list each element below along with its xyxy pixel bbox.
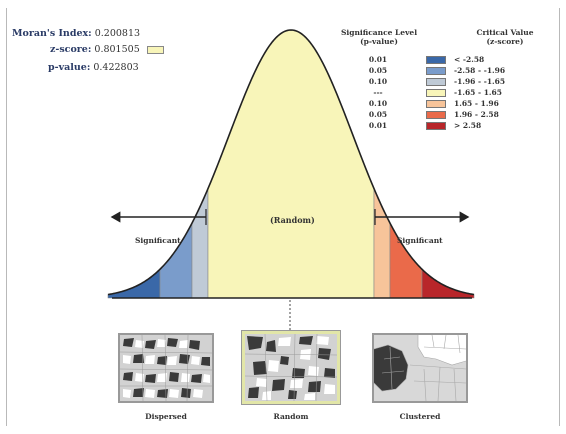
legend-row: 0.05 -2.58 - -1.96	[358, 66, 558, 76]
legend-swatch	[426, 100, 446, 108]
morans-index-label: Moran's Index:	[12, 28, 92, 39]
legend-swatch	[426, 111, 446, 119]
z-score-value: 0.801505	[94, 44, 140, 55]
legend-p-value: 0.01	[368, 55, 388, 64]
z-score-row: z-score: 0.801505	[50, 44, 164, 55]
curve-outline	[107, 29, 475, 296]
legend-swatch	[426, 56, 446, 64]
random-pattern-graphic	[244, 333, 338, 402]
curve-band	[389, 222, 423, 299]
legend-swatch	[426, 89, 446, 97]
legend-table: 0.01 < -2.58 0.05 -2.58 - -1.96 0.10 -1.96 - …	[358, 55, 558, 135]
legend-swatch	[426, 122, 446, 130]
legend-critical-range: -1.65 - 1.65	[454, 88, 502, 97]
legend-p-value: 0.05	[368, 110, 388, 119]
legend-row: 0.01 > 2.58	[358, 121, 558, 131]
legend-critical-range: -2.58 - -1.96	[454, 66, 506, 75]
legend-p-value: 0.10	[368, 99, 388, 108]
legend-p-value: 0.05	[368, 66, 388, 75]
morans-index-row: Moran's Index: 0.200813	[12, 28, 140, 39]
p-value-row: p-value: 0.422803	[48, 62, 139, 73]
z-score-swatch	[146, 45, 164, 54]
legend-row: 0.05 1.96 - 2.58	[358, 110, 558, 120]
left-significant-label: Significant	[135, 236, 181, 245]
legend-p-value: 0.01	[368, 121, 388, 130]
curve-segments	[107, 29, 475, 299]
p-value-label: p-value:	[48, 62, 91, 73]
legend-row: 0.10 -1.96 - -1.65	[358, 77, 558, 87]
critical-value-heading: Critical Value (z-score)	[470, 28, 540, 46]
legend-critical-range: 1.96 - 2.58	[454, 110, 499, 119]
legend-critical-range: -1.96 - -1.65	[454, 77, 506, 86]
random-caption: Random	[273, 412, 309, 421]
critical-value-subtitle: (z-score)	[486, 37, 524, 46]
dispersed-pattern-map	[118, 333, 214, 403]
legend-row: 0.10 1.65 - 1.96	[358, 99, 558, 109]
legend-row: 0.01 < -2.58	[358, 55, 558, 65]
significance-level-title: Significance Level	[340, 28, 418, 37]
legend-p-value: ---	[373, 88, 383, 97]
clustered-caption: Clustered	[399, 412, 441, 421]
clustered-pattern-graphic	[373, 334, 467, 402]
z-score-label: z-score:	[50, 44, 92, 55]
significance-level-subtitle: (p-value)	[360, 37, 398, 46]
legend-p-value: 0.10	[368, 77, 388, 86]
report-frame	[6, 8, 560, 426]
legend-critical-range: < -2.58	[454, 55, 485, 64]
random-label: (Random)	[270, 215, 315, 225]
morans-index-value: 0.200813	[94, 28, 141, 39]
legend-critical-range: > 2.58	[454, 121, 482, 130]
right-significant-label: Significant	[397, 236, 443, 245]
curve-band	[159, 222, 193, 299]
critical-value-title: Critical Value	[476, 28, 534, 37]
random-pattern-map	[241, 330, 341, 405]
legend-row: --- -1.65 - 1.65	[358, 88, 558, 98]
legend-critical-range: 1.65 - 1.96	[454, 99, 499, 108]
dispersed-caption: Dispersed	[145, 412, 187, 421]
dispersed-pattern-graphic	[119, 334, 213, 402]
legend-swatch	[426, 78, 446, 86]
p-value-value: 0.422803	[93, 62, 139, 73]
curve-band	[207, 29, 375, 299]
significance-level-heading: Significance Level (p-value)	[334, 28, 424, 46]
legend-swatch	[426, 67, 446, 75]
clustered-pattern-map	[372, 333, 468, 403]
